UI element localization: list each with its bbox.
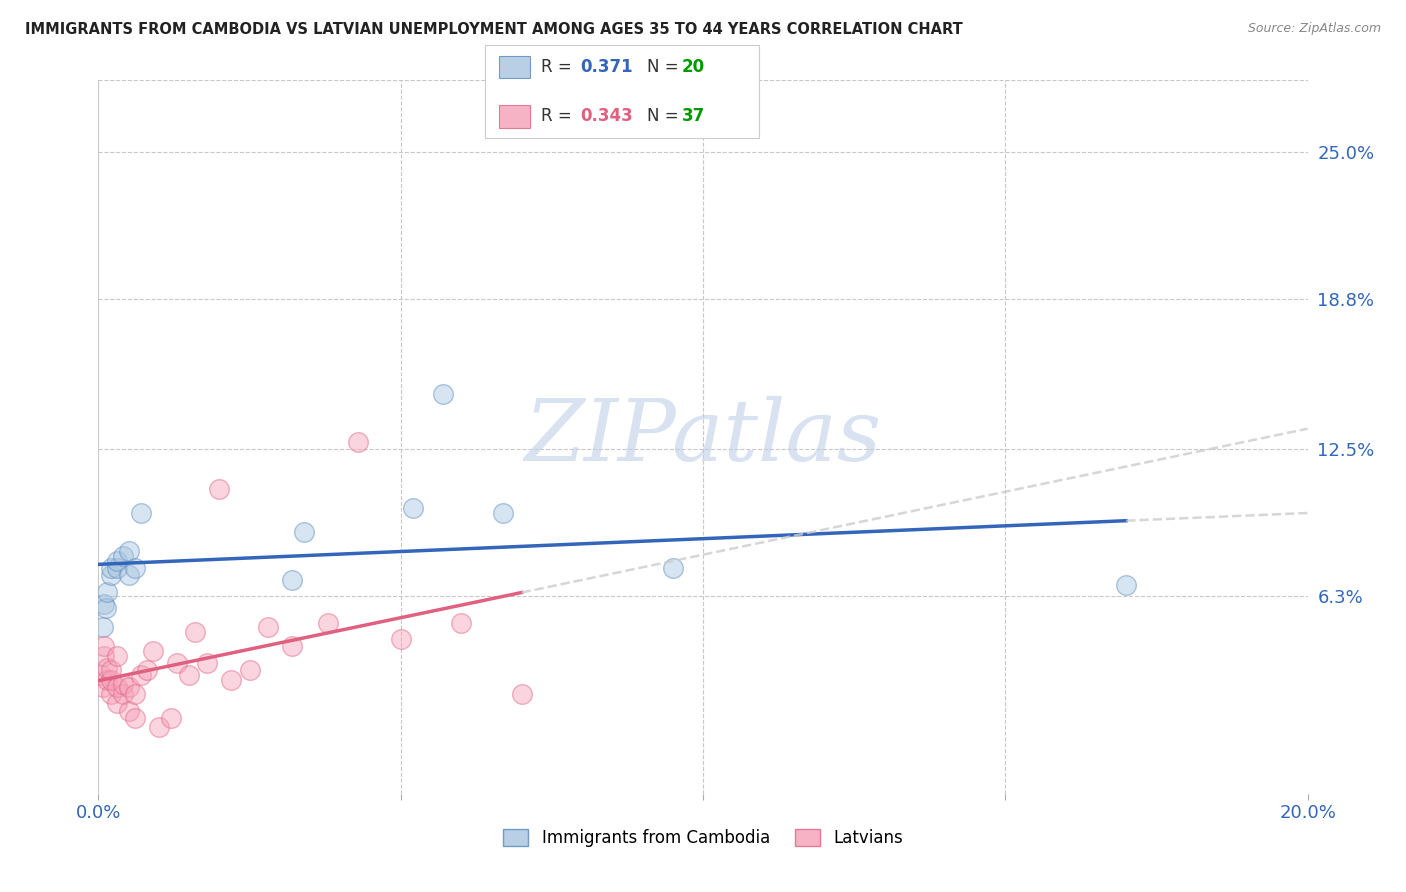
Point bbox=[148, 720, 170, 734]
Point bbox=[105, 680, 128, 694]
Point bbox=[94, 601, 117, 615]
Text: 0.343: 0.343 bbox=[581, 107, 634, 126]
Point bbox=[93, 640, 115, 654]
Text: IMMIGRANTS FROM CAMBODIA VS LATVIAN UNEMPLOYMENT AMONG AGES 35 TO 44 YEARS CORRE: IMMIGRANTS FROM CAMBODIA VS LATVIAN UNEM… bbox=[25, 22, 963, 37]
Point bbox=[256, 620, 278, 634]
Point bbox=[105, 648, 128, 663]
Text: Source: ZipAtlas.com: Source: ZipAtlas.com bbox=[1247, 22, 1381, 36]
Point bbox=[105, 561, 128, 575]
Point bbox=[124, 711, 146, 725]
Point bbox=[100, 687, 122, 701]
Point bbox=[105, 697, 128, 711]
Text: R =: R = bbox=[541, 58, 578, 77]
Point bbox=[111, 687, 134, 701]
Point bbox=[93, 648, 115, 663]
Point bbox=[239, 663, 262, 677]
Point bbox=[184, 625, 207, 640]
Point bbox=[195, 656, 218, 670]
Point bbox=[100, 663, 122, 677]
Text: N =: N = bbox=[647, 107, 683, 126]
Point bbox=[111, 677, 134, 691]
Point bbox=[100, 561, 122, 575]
Point bbox=[450, 615, 472, 630]
Point bbox=[118, 680, 141, 694]
Point bbox=[91, 620, 114, 634]
Point bbox=[347, 434, 370, 449]
Point bbox=[96, 661, 118, 675]
Text: 37: 37 bbox=[682, 107, 706, 126]
Text: N =: N = bbox=[647, 58, 683, 77]
Point bbox=[100, 568, 122, 582]
Point bbox=[90, 668, 112, 682]
Point bbox=[208, 483, 231, 497]
Point bbox=[118, 704, 141, 718]
Point bbox=[661, 561, 683, 575]
Point bbox=[179, 668, 201, 682]
Point bbox=[166, 656, 188, 670]
Legend: Immigrants from Cambodia, Latvians: Immigrants from Cambodia, Latvians bbox=[496, 822, 910, 854]
Point bbox=[91, 680, 114, 694]
Point bbox=[389, 632, 412, 647]
Point bbox=[292, 525, 315, 540]
Point bbox=[402, 501, 425, 516]
Point bbox=[510, 687, 533, 701]
Point bbox=[118, 568, 141, 582]
Point bbox=[100, 673, 122, 687]
Point bbox=[124, 561, 146, 575]
Point bbox=[124, 687, 146, 701]
Point bbox=[316, 615, 339, 630]
Point bbox=[221, 673, 243, 687]
Point bbox=[281, 573, 304, 587]
Point bbox=[1115, 577, 1137, 591]
Point bbox=[129, 668, 152, 682]
Point bbox=[96, 673, 118, 687]
Text: R =: R = bbox=[541, 107, 578, 126]
Point bbox=[96, 584, 118, 599]
Point bbox=[93, 597, 115, 611]
Point bbox=[160, 711, 183, 725]
Text: 0.371: 0.371 bbox=[581, 58, 633, 77]
Text: ZIPatlas: ZIPatlas bbox=[524, 396, 882, 478]
Point bbox=[129, 506, 152, 520]
Point bbox=[492, 506, 515, 520]
Point bbox=[105, 554, 128, 568]
Point bbox=[118, 544, 141, 558]
Point bbox=[111, 549, 134, 563]
Point bbox=[142, 644, 165, 658]
Point bbox=[432, 387, 454, 401]
Point bbox=[135, 663, 157, 677]
Text: 20: 20 bbox=[682, 58, 704, 77]
Point bbox=[281, 640, 304, 654]
